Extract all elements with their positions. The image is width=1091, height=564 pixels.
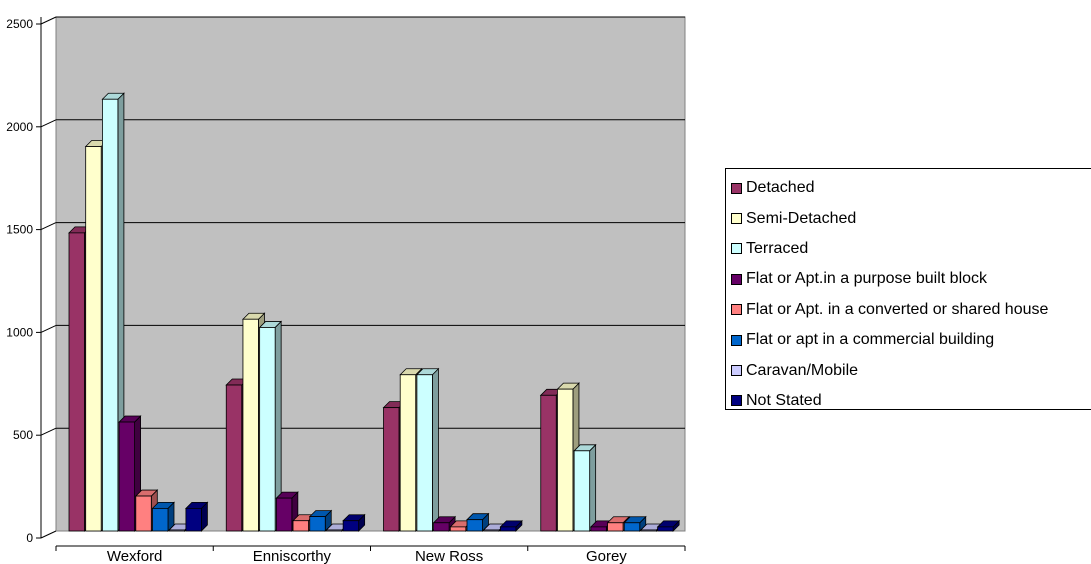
- x-tick-labels: Wexford Enniscorthy New Ross Gorey: [55, 546, 686, 564]
- y-tick-label: 2500: [6, 17, 33, 31]
- legend-swatch: [731, 395, 742, 407]
- legend-swatch: [731, 182, 742, 194]
- bar-front: [68, 232, 85, 532]
- y-tick-label: 1000: [6, 325, 33, 339]
- bar-front: [118, 421, 135, 532]
- legend-label: Flat or Apt. in a converted or shared ho…: [746, 300, 1049, 318]
- gridline-floor: [40, 222, 57, 231]
- bar-front: [640, 529, 657, 532]
- bar: [275, 491, 299, 532]
- bar: [308, 509, 333, 532]
- bar-front: [540, 394, 557, 532]
- legend-item: Flat or apt in a commercial building: [731, 325, 1091, 355]
- legend-label: Flat or Apt.in a purpose built block: [746, 270, 988, 288]
- legend-swatch: [731, 273, 742, 285]
- bar-front: [225, 384, 243, 532]
- y-tick-labels: 0 500 1000 1500 2000 2500: [6, 17, 41, 545]
- y-tick-label: 1500: [6, 223, 33, 237]
- legend-swatch: [731, 304, 742, 316]
- legend-label: Detached: [746, 179, 815, 197]
- bar: [325, 523, 349, 532]
- legend-label: Flat or apt in a commercial building: [746, 331, 995, 349]
- bar-side: [431, 367, 439, 532]
- bar-front: [466, 519, 483, 532]
- bar-front: [573, 450, 591, 532]
- y-tick-label: 500: [13, 428, 33, 442]
- x-tick-label: Enniscorthy: [253, 548, 332, 564]
- bar-front: [185, 507, 202, 532]
- bar: [415, 367, 440, 532]
- legend-item: Flat or Apt. in a converted or shared ho…: [731, 295, 1091, 325]
- bars: [68, 92, 681, 532]
- bar-front: [342, 520, 360, 532]
- bar-front: [275, 497, 293, 532]
- legend-label: Semi-Detached: [746, 209, 857, 227]
- bar-chart: 0 500 1000 1500 2000 2500 Wexford Enniscorthy N…: [6, 16, 686, 564]
- y-tick-label: 0: [26, 531, 33, 545]
- bar: [184, 501, 209, 532]
- gridlines: [40, 16, 685, 436]
- bar-front: [483, 529, 500, 532]
- legend-item: Caravan/Mobile: [731, 355, 1091, 385]
- bar-front: [152, 507, 169, 532]
- bar-front: [85, 146, 102, 532]
- bar-front: [242, 318, 259, 532]
- bar-front: [102, 98, 119, 532]
- bar: [623, 515, 647, 532]
- bar-front: [590, 526, 607, 532]
- bar-front: [326, 529, 343, 532]
- legend-swatch: [731, 365, 742, 377]
- bar-front: [449, 526, 467, 532]
- bar: [573, 443, 597, 532]
- bar-front: [657, 526, 674, 532]
- bar: [151, 501, 175, 532]
- bar-front: [259, 327, 276, 532]
- bar: [499, 519, 523, 532]
- legend-swatch: [731, 334, 742, 346]
- bar: [466, 512, 490, 532]
- bar-front: [292, 520, 309, 532]
- bar-front: [135, 495, 152, 532]
- bar-front: [433, 522, 450, 532]
- legend: Detached Semi-Detached Terraced Flat or Apt…: [725, 168, 1091, 410]
- legend-label: Caravan/Mobile: [746, 361, 859, 379]
- bar-front: [416, 374, 433, 532]
- legend-item: Semi-Detached: [731, 203, 1091, 233]
- bar-front: [309, 516, 326, 532]
- legend-item: Detached: [731, 173, 1091, 203]
- legend-item: Terraced: [731, 234, 1091, 264]
- bar-front: [168, 529, 186, 532]
- y-tick-label: 2000: [6, 120, 33, 134]
- x-tick-label: Wexford: [107, 548, 163, 564]
- x-axis-line: [40, 530, 57, 539]
- bar-front: [383, 407, 400, 532]
- x-tick-label: New Ross: [415, 548, 483, 564]
- bar-front: [623, 522, 641, 532]
- bar: [258, 320, 283, 532]
- bar: [656, 519, 681, 532]
- legend-label: Terraced: [746, 239, 809, 257]
- bar-front: [607, 522, 624, 532]
- bar-side: [589, 443, 597, 532]
- legend-swatch: [731, 243, 742, 255]
- legend-label: Not Stated: [746, 391, 822, 409]
- gridline-floor: [40, 427, 57, 436]
- legend-item: Not Stated: [731, 386, 1091, 416]
- bar: [342, 513, 366, 532]
- bar-front: [399, 374, 417, 532]
- x-tick-label: Gorey: [586, 548, 627, 564]
- legend-swatch: [731, 213, 742, 225]
- bar-front: [557, 388, 574, 532]
- gridline-floor: [40, 119, 57, 128]
- bar-front: [499, 526, 517, 532]
- gridline-floor: [40, 16, 57, 25]
- gridline-floor: [40, 324, 57, 333]
- legend-item: Flat or Apt.in a purpose built block: [731, 264, 1091, 294]
